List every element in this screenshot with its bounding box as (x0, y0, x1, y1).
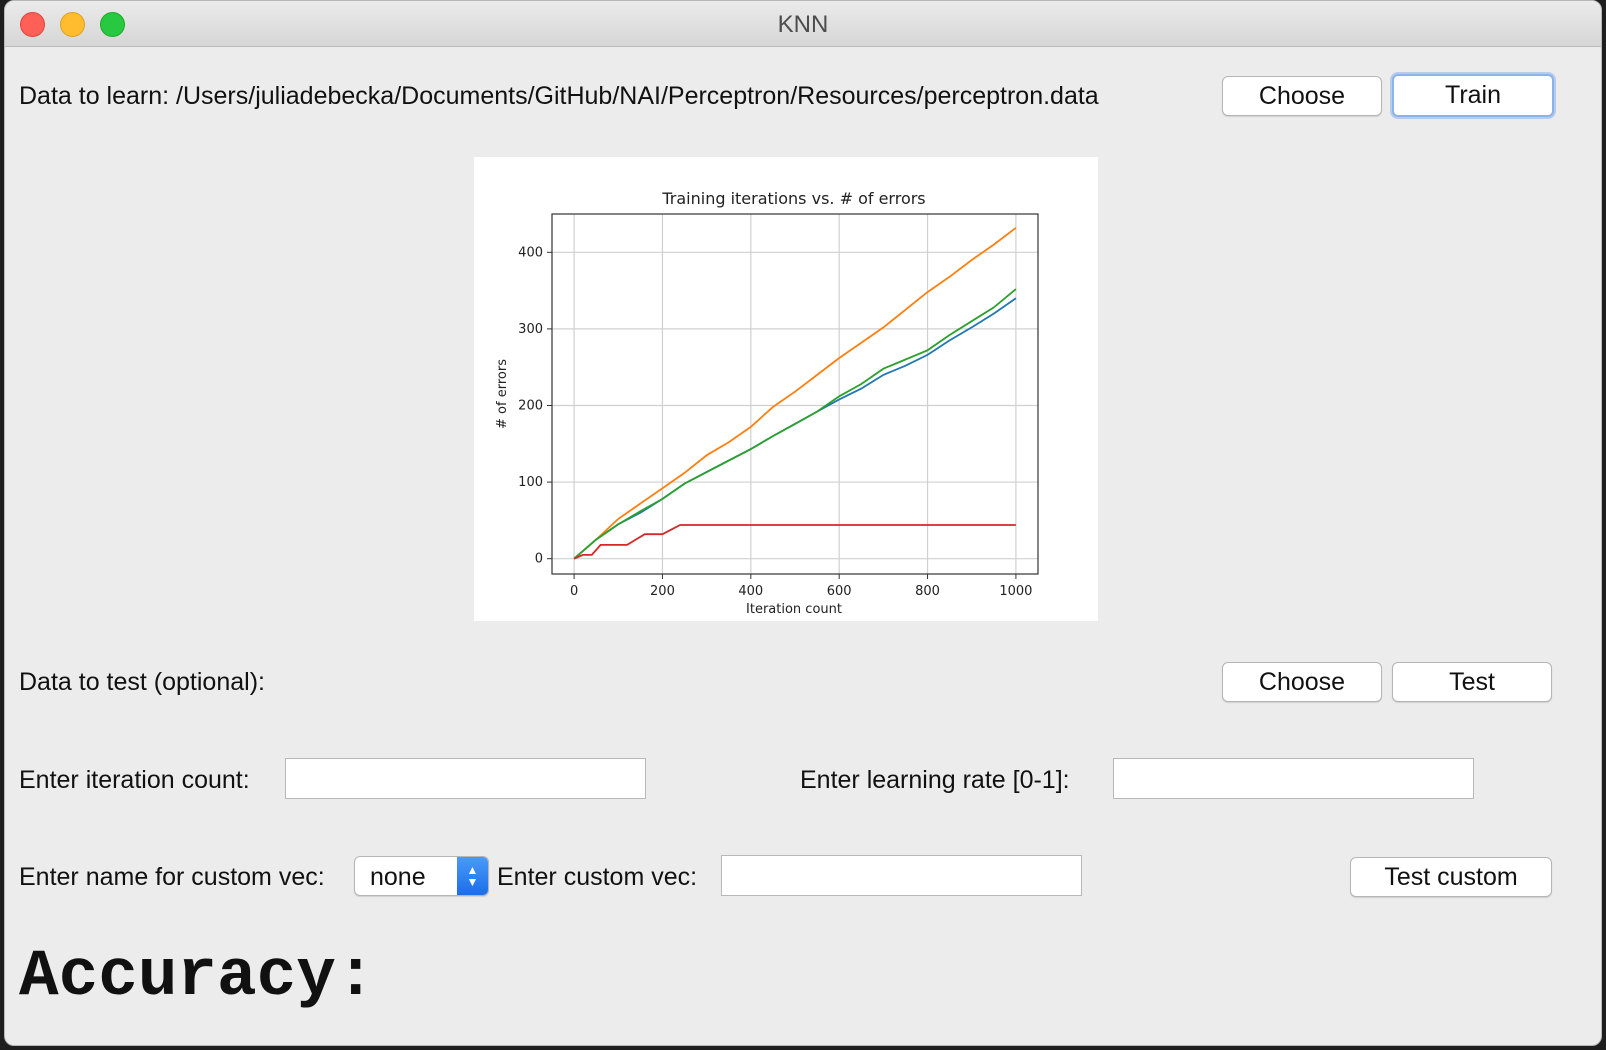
series-line-1 (573, 297, 1017, 560)
series-line-2 (573, 227, 1017, 560)
chart-plot-frame (551, 213, 1039, 575)
y-tick-label: 200 (518, 398, 543, 413)
errors-chart: 0 200 400 600 800 1000 0 100 200 300 400 Training … (474, 157, 1098, 621)
close-window-button[interactable] (20, 12, 45, 37)
custom-vec-label: Enter custom vec: (497, 863, 698, 891)
x-tick-label: 800 (915, 584, 940, 599)
test-button[interactable]: Test (1392, 662, 1552, 702)
minimize-window-button[interactable] (60, 12, 85, 37)
choose-test-file-button[interactable]: Choose (1222, 662, 1382, 702)
y-tick-label: 100 (518, 475, 543, 490)
test-data-label: Data to test (optional): (19, 668, 265, 696)
custom-name-select[interactable]: none ▲ ▼ (354, 856, 489, 896)
chart-ticks: 0 200 400 600 800 1000 0 100 200 300 400 (518, 245, 1032, 599)
choose-learn-file-button[interactable]: Choose (1222, 76, 1382, 116)
learn-data-label: Data to learn: /Users/juliadebecka/Docum… (19, 82, 1099, 110)
learning-rate-label: Enter learning rate [0-1]: (800, 766, 1070, 794)
iteration-count-label: Enter iteration count: (19, 766, 250, 794)
accuracy-label: Accuracy: (19, 939, 376, 1014)
chart-y-axis-label: # of errors (495, 359, 510, 429)
chart-grid (552, 214, 1038, 574)
iteration-count-input[interactable] (285, 758, 646, 799)
series-line-4 (573, 524, 1016, 560)
y-tick-label: 300 (518, 322, 543, 337)
x-tick-label: 400 (738, 584, 763, 599)
errors-chart-svg: 0 200 400 600 800 1000 0 100 200 300 400 Training … (495, 189, 1039, 617)
x-tick-label: 0 (570, 584, 578, 599)
x-tick-label: 1000 (999, 584, 1032, 599)
x-tick-label: 600 (827, 584, 852, 599)
y-tick-label: 400 (518, 245, 543, 260)
custom-vec-input[interactable] (721, 855, 1082, 896)
x-tick-label: 200 (650, 584, 675, 599)
chart-series (573, 227, 1017, 560)
custom-name-label: Enter name for custom vec: (19, 863, 325, 891)
chart-title: Training iterations vs. # of errors (661, 189, 925, 208)
series-line-3 (573, 288, 1017, 560)
y-tick-label: 0 (535, 552, 543, 567)
app-window: KNN Data to learn: /Users/juliadebecka/D… (4, 0, 1602, 1046)
chart-x-axis-label: Iteration count (746, 602, 842, 617)
zoom-window-button[interactable] (100, 12, 125, 37)
train-button[interactable]: Train (1392, 74, 1554, 117)
learning-rate-input[interactable] (1113, 758, 1474, 799)
window-title: KNN (777, 11, 829, 38)
title-bar: KNN (5, 1, 1601, 47)
custom-name-selected-value: none (370, 863, 426, 891)
chevron-up-down-icon[interactable]: ▲ ▼ (457, 857, 488, 895)
test-custom-button[interactable]: Test custom (1350, 857, 1552, 897)
